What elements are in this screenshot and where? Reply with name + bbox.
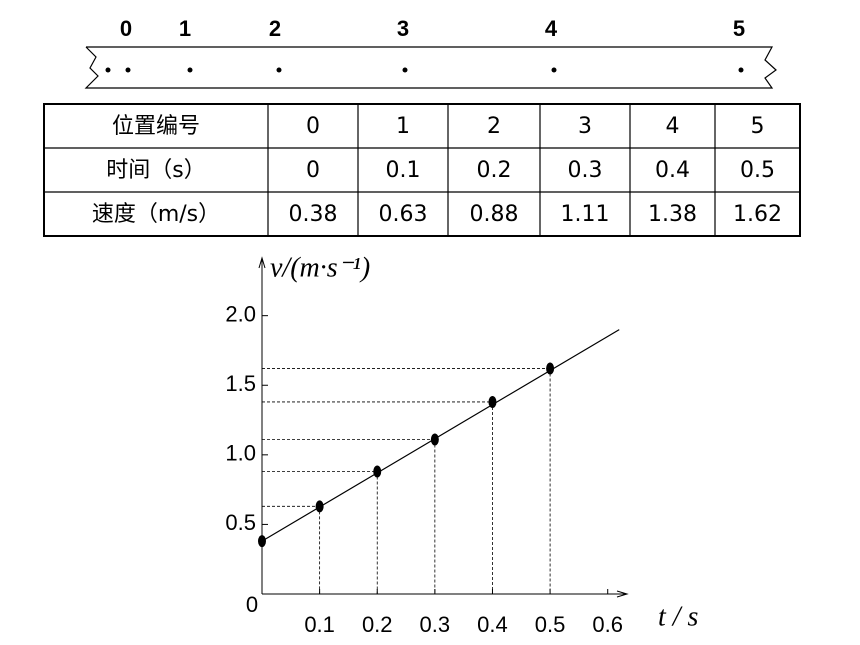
tape-dot [276, 67, 282, 73]
table-cell: 0.1 [386, 158, 421, 183]
tape-dot [402, 67, 408, 73]
x-tick-label: 0.6 [592, 612, 623, 637]
tape-label: 2 [269, 16, 281, 41]
table-cell: 1 [396, 114, 410, 139]
tape-dot [105, 67, 111, 73]
x-tick-label: 0.4 [477, 612, 508, 637]
tape-label: 3 [397, 16, 409, 41]
table-cell: 0 [306, 158, 320, 183]
table-cell: 0 [306, 114, 320, 139]
tape [84, 46, 777, 89]
y-tick-label: 1.0 [225, 441, 256, 466]
tape-label: 4 [545, 16, 558, 41]
table-cell: 5 [751, 114, 765, 139]
tape-label: 0 [120, 16, 132, 41]
data-point [258, 535, 266, 548]
table-cell: 0.4 [655, 158, 690, 183]
table-cell: 2 [487, 114, 501, 139]
row-header: 位置编号 [112, 114, 200, 139]
table-border [43, 103, 801, 237]
x-tick-label: 0.3 [420, 612, 451, 637]
y-arrow [258, 256, 266, 269]
x-tick-label: 0.5 [535, 612, 566, 637]
table-cell: 1.38 [648, 202, 697, 227]
table-cell: 0.2 [477, 158, 512, 183]
y-tick-label: 2.0 [225, 301, 256, 326]
y-tick-label: 1.5 [225, 371, 256, 396]
trend-line [261, 329, 620, 542]
table-cell: 4 [666, 114, 680, 139]
x-axis-label: t / s [658, 601, 699, 632]
table-cell: 1.62 [733, 202, 782, 227]
table-cell: 0.3 [568, 158, 603, 183]
x-tick-label: 0.1 [304, 612, 335, 637]
origin-label: 0 [246, 592, 258, 617]
data-point [373, 465, 382, 478]
table-cell: 0.5 [740, 158, 775, 183]
x-tick-label: 0.2 [362, 612, 393, 637]
row-header: 时间（s） [106, 158, 205, 183]
tape-label: 5 [733, 16, 745, 41]
y-axis-label: v/(m·s⁻¹) [270, 252, 370, 283]
row-header: 速度（m/s） [92, 202, 220, 227]
data-point [430, 433, 439, 446]
table-cell: 0.38 [289, 202, 338, 227]
table-cell: 1.11 [561, 202, 610, 227]
tape-dot [187, 67, 193, 73]
tape-label: 1 [179, 16, 191, 41]
data-point [315, 500, 324, 513]
tape-dot [125, 67, 131, 73]
data-point [546, 362, 555, 375]
table-cell: 0.88 [470, 202, 519, 227]
y-tick-label: 0.5 [225, 510, 256, 535]
x-arrow [616, 590, 629, 598]
tape-dot [551, 67, 557, 73]
table-cell: 0.63 [379, 202, 428, 227]
data-point [488, 395, 497, 408]
tape-dot [738, 67, 744, 73]
table-cell: 3 [578, 114, 592, 139]
